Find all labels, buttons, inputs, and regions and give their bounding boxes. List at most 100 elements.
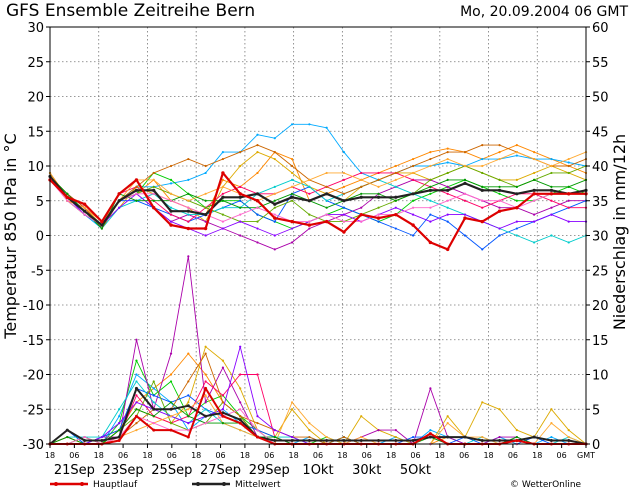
temperature-member-line-point <box>169 199 173 202</box>
temperature-main-run-line-point <box>238 192 242 196</box>
precipitation-member-line-point <box>290 435 294 439</box>
temperature-member-line-point <box>273 137 276 140</box>
precipitation-mean-line-point <box>186 404 190 408</box>
precipitation-member-line-point <box>204 401 207 404</box>
x-hour-label: 18 <box>191 451 201 460</box>
precipitation-mean-line-point <box>498 439 502 443</box>
temperature-member-line-point <box>533 241 536 244</box>
temperature-member-line-point <box>394 178 397 181</box>
highlighted-lines <box>48 171 588 446</box>
temperature-member-line-point <box>342 206 346 209</box>
precipitation-member-line-point <box>567 435 570 439</box>
precipitation-member-line-point <box>325 435 328 439</box>
temperature-member-line-point <box>204 164 207 168</box>
precipitation-member-line-point <box>152 422 155 425</box>
temperature-member-line-point <box>256 144 259 147</box>
precipitation-mean-line-point <box>567 439 571 443</box>
temperature-member-line-point <box>204 234 207 237</box>
temperature-member-line-point <box>394 171 397 175</box>
temperature-main-run-line-point <box>549 192 554 196</box>
precipitation-mean-line-point <box>428 435 432 439</box>
temperature-member-line-point <box>118 206 121 209</box>
temperature-member-line-point <box>429 164 432 168</box>
temperature-member-line-point <box>463 192 467 195</box>
temperature-member-line-point <box>498 157 501 161</box>
temperature-member-line-point <box>239 206 242 209</box>
precipitation-main-run-line-point <box>255 435 259 439</box>
x-hour-label: 06 <box>557 451 567 460</box>
precipitation-member-line-point <box>118 415 121 418</box>
temperature-member-line-point <box>169 206 173 209</box>
temperature-member-line-point <box>221 199 225 202</box>
temperature-member-line-point <box>256 151 259 154</box>
temperature-member-line-point <box>550 157 553 161</box>
precipitation-member-line-point <box>256 415 259 418</box>
precipitation-mean-line-point <box>377 439 381 443</box>
temperature-member-line-point <box>498 151 501 154</box>
temperature-mean-line-point <box>273 202 277 206</box>
precipitation-member-line <box>50 408 586 445</box>
temperature-member-line-point <box>239 220 242 223</box>
right-tick-label: 30 <box>592 230 609 245</box>
left-tick-label: 0 <box>36 230 44 245</box>
temperature-member-line-point <box>515 234 518 237</box>
x-hour-label: 06 <box>508 451 518 460</box>
precipitation-mean-line-point <box>65 428 69 432</box>
x-hour-label: 06 <box>362 451 372 460</box>
temperature-main-run-line-point <box>290 219 294 224</box>
temperature-member-line-point <box>83 206 86 209</box>
precipitation-member-line-point <box>567 429 570 432</box>
precipitation-member-line-point <box>394 429 397 432</box>
temperature-member-line-point <box>515 144 518 147</box>
temperature-member-line-point <box>290 123 294 126</box>
temperature-member-line-point <box>290 171 294 175</box>
temperature-member-line-point <box>100 227 103 230</box>
left-tick-label: -30 <box>23 438 44 453</box>
precipitation-mean-line-point <box>463 435 467 439</box>
temperature-mean-line-point <box>446 188 450 192</box>
temperature-main-run-line-point <box>532 192 536 196</box>
temperature-member-line-point <box>239 213 242 216</box>
precipitation-member-line-point <box>135 408 138 411</box>
precipitation-member-line-point <box>118 422 121 425</box>
precipitation-member-line-point <box>100 435 103 439</box>
credit: © WetterOnline <box>510 480 582 490</box>
temperature-member-line-point <box>515 154 518 157</box>
temperature-member-line-point <box>429 220 432 223</box>
temperature-main-run-line-point <box>497 209 502 213</box>
temperature-member-line-point <box>152 185 155 188</box>
left-tick-label: -10 <box>23 299 44 314</box>
precipitation-member-line-point <box>135 338 138 341</box>
right-tick-label: 40 <box>592 160 609 175</box>
precipitation-member-line-point <box>256 429 259 432</box>
right-tick-label: 55 <box>592 56 609 71</box>
temperature-member-line-point <box>360 206 363 209</box>
temperature-main-run-line-point <box>376 216 381 220</box>
temperature-member-line-point <box>152 171 155 175</box>
temperature-member-line-point <box>290 192 294 195</box>
temperature-member-line-point <box>325 199 328 202</box>
temperature-member-line-point <box>533 178 536 181</box>
temperature-main-run-line-point <box>480 219 484 224</box>
precipitation-member-line-point <box>550 408 553 411</box>
precipitation-member-line-point <box>152 415 155 418</box>
temperature-member-line-point <box>256 220 259 223</box>
temperature-member-line-point <box>481 206 484 209</box>
temperature-member-line-point <box>481 199 484 202</box>
x-hour-label: 06 <box>410 451 420 460</box>
precipitation-main-run-line-point <box>134 414 138 418</box>
temperature-member-line-point <box>411 199 415 202</box>
temperature-member-line-point <box>515 199 518 202</box>
temperature-member-line-point <box>550 199 553 202</box>
temperature-member-line-point <box>290 185 294 188</box>
precipitation-mean-line-point <box>273 439 277 443</box>
temperature-member-line-point <box>204 171 207 175</box>
temperature-member-line-point <box>290 227 294 230</box>
temperature-member-line <box>49 176 587 229</box>
precipitation-member-line-point <box>256 373 259 376</box>
temperature-main-run-line-point <box>255 199 260 203</box>
temperature-mean-line-point <box>204 213 208 217</box>
x-hour-label: 06 <box>69 451 79 460</box>
temperature-main-run-line-point <box>273 216 277 220</box>
temperature-member-line-point <box>550 171 553 175</box>
